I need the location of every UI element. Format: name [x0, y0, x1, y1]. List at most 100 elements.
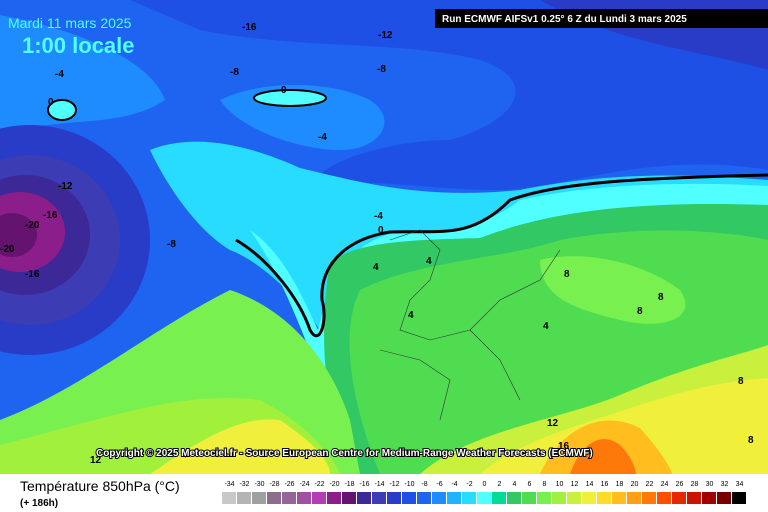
legend-tick-label: 24 — [661, 481, 669, 488]
legend-tick-label: 34 — [736, 481, 744, 488]
contour-label: 8 — [658, 292, 664, 303]
contour-label: 8 — [637, 306, 643, 317]
legend-title: Température 850hPa (°C) — [20, 478, 180, 494]
legend-tick-label: -32 — [239, 481, 249, 488]
legend-tick-label: 28 — [691, 481, 699, 488]
map — [0, 0, 768, 475]
contour-label: 0 — [48, 97, 54, 108]
zero-isotherm — [235, 173, 768, 338]
contour-label: -16 — [242, 22, 257, 33]
legend-swatch — [642, 492, 656, 504]
legend-tick-label: -24 — [299, 481, 309, 488]
contour-label: 16 — [558, 441, 570, 452]
legend-tick-label: 20 — [631, 481, 639, 488]
warm-area — [540, 256, 686, 324]
legend-tick-label: 12 — [571, 481, 579, 488]
legend-tick-label: 32 — [721, 481, 729, 488]
contour-label: -4 — [318, 132, 327, 143]
contour-label: 12 — [547, 418, 559, 429]
closed-contour — [47, 99, 77, 121]
contour-label: -16 — [43, 210, 58, 221]
legend-swatch — [432, 492, 446, 504]
legend-tick-label: -30 — [254, 481, 264, 488]
legend-tick-label: 30 — [706, 481, 714, 488]
contour-label: -20 — [25, 220, 40, 231]
contour-label: 4 — [426, 256, 432, 267]
contour-label: 8 — [564, 269, 570, 280]
legend-tick-label: 26 — [676, 481, 684, 488]
legend-swatch — [732, 492, 746, 504]
contour-label: -12 — [378, 30, 393, 41]
legend-swatch — [357, 492, 371, 504]
contour-label: -20 — [0, 244, 15, 255]
legend-swatch — [222, 492, 236, 504]
legend-swatch — [327, 492, 341, 504]
contour-labels: -16-12-8 -8-400-4-12-16-20-20 -8-16-404448… — [0, 22, 754, 466]
contour-label: 4 — [408, 310, 414, 321]
contour-label: 0 — [281, 85, 287, 96]
legend-swatch — [417, 492, 431, 504]
contour-label: -8 — [167, 239, 176, 250]
copyright: Copyright © 2025 Meteociel.fr - Source E… — [96, 448, 593, 459]
contour-label: -16 — [25, 269, 40, 280]
closed-contour — [253, 89, 327, 107]
run-info: Run ECMWF AIFSv1 0.25° 6 Z du Lundi 3 ma… — [442, 14, 687, 25]
legend-swatch — [612, 492, 626, 504]
map-time: 1:00 locale — [22, 33, 135, 58]
legend-tick-label: 16 — [601, 481, 609, 488]
legend-swatch — [672, 492, 686, 504]
contour-label: 0 — [378, 225, 384, 236]
legend-tick-label: 8 — [543, 481, 547, 488]
legend-swatch — [447, 492, 461, 504]
legend-swatch — [597, 492, 611, 504]
legend-swatch — [297, 492, 311, 504]
legend-tick-label: -20 — [329, 481, 339, 488]
legend-tick-label: 10 — [556, 481, 564, 488]
legend-swatch — [252, 492, 266, 504]
legend-swatch — [342, 492, 356, 504]
legend-swatch — [522, 492, 536, 504]
contour-label: 8 — [748, 435, 754, 446]
legend-swatch — [507, 492, 521, 504]
legend-swatch — [477, 492, 491, 504]
contour-label: 8 — [738, 376, 744, 387]
contour-label: -4 — [374, 211, 383, 222]
legend-swatch — [312, 492, 326, 504]
legend-swatch — [492, 492, 506, 504]
legend-swatch — [462, 492, 476, 504]
contour-label: -8 — [377, 64, 386, 75]
legend-tick-label: -2 — [466, 481, 472, 488]
legend-swatch — [552, 492, 566, 504]
legend-tick-label: -34 — [224, 481, 234, 488]
legend-swatch — [687, 492, 701, 504]
legend-tick-label: -4 — [451, 481, 457, 488]
cold-area — [130, 0, 768, 190]
legend-swatch — [567, 492, 581, 504]
legend-tick-label: -22 — [314, 481, 324, 488]
legend-tick-label: -26 — [284, 481, 294, 488]
contour-label: -12 — [58, 181, 73, 192]
legend-swatch — [717, 492, 731, 504]
contour-label: -8 — [230, 67, 239, 78]
legend-tick-label: 22 — [646, 481, 654, 488]
contour-label: 12 — [90, 455, 102, 466]
legend-swatch — [387, 492, 401, 504]
map-date: Mardi 11 mars 2025 — [8, 15, 132, 31]
legend-swatch — [537, 492, 551, 504]
run-banner — [435, 9, 768, 28]
legend-tick-label: -6 — [436, 481, 442, 488]
legend-tick-label: 6 — [528, 481, 532, 488]
contour-label: -4 — [55, 69, 64, 80]
color-scale: -34 -32 -30 -28 -26 -24 -22 -20 -18 -16 -14 -12 -10-… — [222, 481, 746, 504]
legend-swatch — [282, 492, 296, 504]
legend-tick-label: -18 — [344, 481, 354, 488]
legend-swatch — [657, 492, 671, 504]
legend-swatch — [237, 492, 251, 504]
legend-tick-label: -14 — [374, 481, 384, 488]
legend-tick-label: 18 — [616, 481, 624, 488]
legend-tick-label: -8 — [421, 481, 427, 488]
legend-swatch — [372, 492, 386, 504]
hot-area — [570, 439, 636, 474]
legend-tick-label: -28 — [269, 481, 279, 488]
